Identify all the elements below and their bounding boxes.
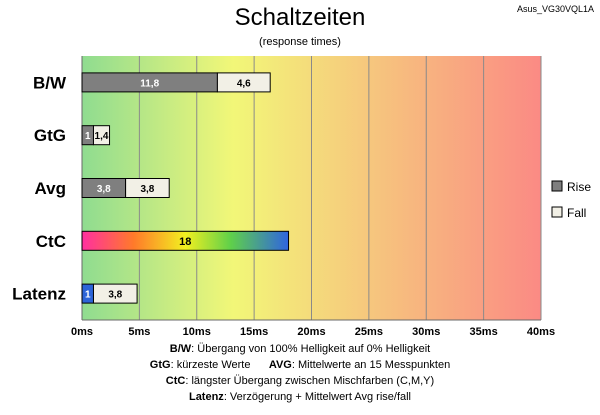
category-label: B/W [33, 73, 67, 92]
x-tick-label: 35ms [470, 326, 498, 338]
data-label-rise: 3,8 [97, 184, 111, 195]
legend-label: Rise [567, 180, 591, 194]
monitor-model: Asus_VG30VQL1A [516, 4, 594, 14]
legend-label: Fall [567, 206, 586, 220]
data-label-rise: 11,8 [140, 78, 159, 89]
chart-title: Schaltzeiten [234, 4, 366, 31]
bar-fall [216, 72, 271, 93]
note-ctc: CtC: längster Übergang zwischen Mischfar… [165, 375, 435, 387]
data-label-ctc: 18 [179, 236, 191, 248]
data-label-fall: 3,8 [140, 184, 154, 195]
x-tick-label: 25ms [355, 326, 383, 338]
x-tick-label: 40ms [527, 326, 555, 338]
x-tick-label: 10ms [183, 326, 211, 338]
bar-fall [125, 178, 170, 198]
data-label-rise: 1 [85, 131, 91, 142]
x-tick-label: 30ms [412, 326, 440, 338]
note-bw: B/W: Übergang von 100% Helligkeit auf 0%… [169, 343, 431, 355]
legend-swatch [551, 180, 563, 192]
x-tick-label: 0ms [71, 326, 93, 338]
x-tick-label: 20ms [297, 326, 325, 338]
data-label-latency-delay: 1 [85, 290, 91, 301]
data-label-latency-avg: 3,8 [108, 290, 122, 301]
category-label: Latenz [12, 285, 66, 304]
data-label-fall: 1,4 [95, 131, 109, 142]
note-latency: Latenz: Verzögerung + Mittelwert Avg ris… [188, 391, 412, 403]
bar-ctc [81, 230, 290, 251]
data-label-fall: 4,6 [237, 78, 251, 89]
category-label: GtG [34, 126, 66, 145]
legend-notes: B/W: Übergang von 100% Helligkeit auf 0%… [0, 341, 600, 405]
bar-latency-avg [92, 283, 138, 304]
chart-subtitle: (response times) [259, 36, 341, 48]
x-tick-label: 5ms [128, 326, 150, 338]
category-label: Avg [35, 179, 67, 198]
x-tick-label: 15ms [240, 326, 268, 338]
legend-swatch [551, 206, 563, 218]
category-label: CtC [36, 232, 66, 251]
note-gtg-avg: GtG: kürzeste Werte AVG: Mittelwerte an … [149, 359, 451, 371]
bar-fall [92, 125, 111, 146]
